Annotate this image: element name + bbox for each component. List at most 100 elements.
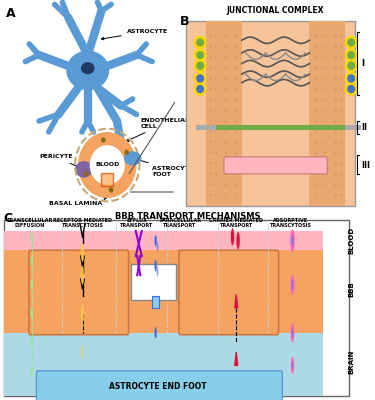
Circle shape <box>215 183 217 186</box>
Circle shape <box>209 88 211 90</box>
Circle shape <box>324 109 327 112</box>
Circle shape <box>209 120 211 122</box>
Circle shape <box>31 257 33 266</box>
Circle shape <box>314 98 316 101</box>
Circle shape <box>324 172 327 175</box>
Circle shape <box>324 194 327 196</box>
Circle shape <box>225 56 227 58</box>
Polygon shape <box>235 294 238 308</box>
Circle shape <box>215 98 217 101</box>
Circle shape <box>196 85 204 93</box>
Text: ENDOTHELIAL
CELL: ENDOTHELIAL CELL <box>126 118 189 142</box>
Circle shape <box>314 194 316 196</box>
Circle shape <box>324 98 327 101</box>
Circle shape <box>225 194 227 196</box>
Circle shape <box>225 66 227 69</box>
Circle shape <box>291 357 294 374</box>
Circle shape <box>225 130 227 133</box>
Circle shape <box>324 130 327 133</box>
Circle shape <box>340 120 342 122</box>
Circle shape <box>345 36 357 49</box>
Circle shape <box>194 48 207 62</box>
Circle shape <box>81 242 84 262</box>
Circle shape <box>314 162 316 164</box>
Circle shape <box>334 194 336 196</box>
Bar <box>196 125 216 130</box>
Circle shape <box>225 183 227 186</box>
Circle shape <box>209 172 211 175</box>
Circle shape <box>215 77 217 80</box>
Circle shape <box>225 77 227 80</box>
Circle shape <box>340 162 342 164</box>
Circle shape <box>196 51 204 59</box>
Text: BRAIN: BRAIN <box>349 350 355 374</box>
Circle shape <box>291 323 294 342</box>
Text: III: III <box>361 161 370 170</box>
Circle shape <box>324 88 327 90</box>
Circle shape <box>225 88 227 90</box>
Circle shape <box>215 109 217 112</box>
Circle shape <box>324 162 327 164</box>
Circle shape <box>314 109 316 112</box>
Text: ADSORPTIVE
TRANSCYTOSIS: ADSORPTIVE TRANSCYTOSIS <box>270 218 312 228</box>
Circle shape <box>225 45 227 48</box>
Circle shape <box>157 266 158 276</box>
Circle shape <box>340 151 342 154</box>
Circle shape <box>235 151 237 154</box>
Text: C: C <box>4 212 13 225</box>
Circle shape <box>235 183 237 186</box>
Circle shape <box>345 48 357 62</box>
Circle shape <box>345 72 357 85</box>
Circle shape <box>324 35 327 37</box>
Circle shape <box>347 62 355 70</box>
Circle shape <box>231 228 234 246</box>
Circle shape <box>81 266 84 285</box>
Text: TRANSCELLULAR
DIFFUSION: TRANSCELLULAR DIFFUSION <box>7 218 53 228</box>
Circle shape <box>215 45 217 48</box>
Text: BLOOD: BLOOD <box>349 227 355 254</box>
Circle shape <box>196 74 204 83</box>
Circle shape <box>314 88 316 90</box>
Circle shape <box>314 56 316 58</box>
Circle shape <box>194 82 207 96</box>
Circle shape <box>31 338 33 347</box>
Text: I: I <box>361 59 364 68</box>
Bar <box>128 260 180 304</box>
Circle shape <box>209 109 211 112</box>
Circle shape <box>215 88 217 90</box>
Circle shape <box>215 162 217 164</box>
Circle shape <box>345 82 357 96</box>
Circle shape <box>290 229 295 252</box>
Circle shape <box>209 141 211 143</box>
Text: PERICYTE: PERICYTE <box>39 154 80 168</box>
Circle shape <box>324 151 327 154</box>
Bar <box>4 250 322 333</box>
Circle shape <box>340 172 342 175</box>
Circle shape <box>235 88 237 90</box>
Circle shape <box>101 138 106 143</box>
Circle shape <box>334 162 336 164</box>
Text: ASTROCYTE END
FOOT: ASTROCYTE END FOOT <box>136 159 210 177</box>
Circle shape <box>225 120 227 122</box>
FancyBboxPatch shape <box>29 250 129 335</box>
Circle shape <box>235 56 237 58</box>
Text: ASTROCYTE END FOOT: ASTROCYTE END FOOT <box>109 382 206 391</box>
Circle shape <box>90 145 125 185</box>
Circle shape <box>340 56 342 58</box>
Circle shape <box>194 72 207 85</box>
Circle shape <box>340 109 342 112</box>
Text: CARRIER MEDIATED
TRANSPORT: CARRIER MEDIATED TRANSPORT <box>209 218 263 228</box>
Circle shape <box>209 98 211 101</box>
Circle shape <box>235 109 237 112</box>
Circle shape <box>334 35 336 37</box>
Circle shape <box>31 366 33 376</box>
Circle shape <box>314 77 316 80</box>
Text: EFFLUX
TRANSPORT: EFFLUX TRANSPORT <box>120 218 153 228</box>
Circle shape <box>215 66 217 69</box>
Circle shape <box>314 66 316 69</box>
Circle shape <box>235 172 237 175</box>
Circle shape <box>154 327 157 338</box>
Polygon shape <box>235 352 238 366</box>
Circle shape <box>340 77 342 80</box>
Circle shape <box>215 35 217 37</box>
